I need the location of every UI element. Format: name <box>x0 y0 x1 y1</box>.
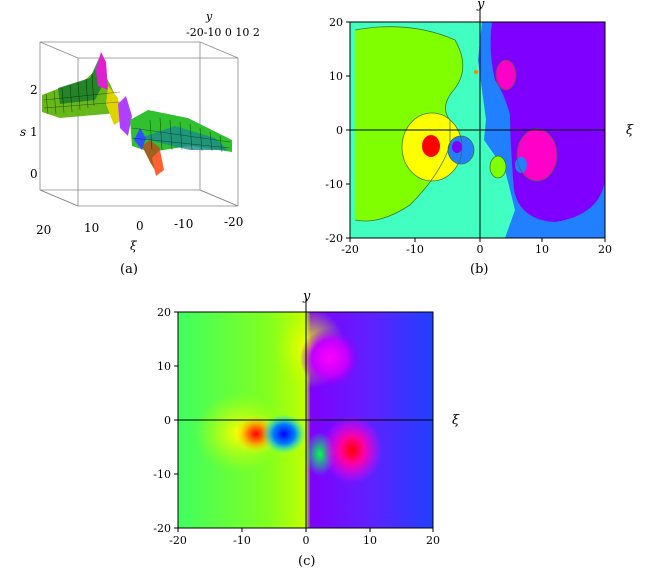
z-tick: 1 <box>30 125 38 139</box>
density-plot: -20 -10 0 10 20 20 10 0 -10 -20 ξ y <box>153 289 460 547</box>
y-axis: -20-10 0 10 20 y <box>186 10 267 39</box>
x-tick: -10 <box>406 243 424 256</box>
contour-lines <box>354 26 558 222</box>
z-axis: 2 1 0 s <box>20 83 38 181</box>
y-axis-label: y <box>476 0 485 12</box>
z-tick: 2 <box>30 83 38 97</box>
y-tick: -10 <box>325 178 343 191</box>
x-tick: 0 <box>303 534 310 547</box>
x-tick: 10 <box>363 534 377 547</box>
x-tick: 20 <box>426 534 440 547</box>
contour-plot: -20 -10 0 10 20 20 10 0 -10 -20 ξ y <box>325 0 634 256</box>
y-tick: -20 <box>325 232 343 245</box>
x-axis-label: ξ <box>452 413 460 428</box>
y-tick: -10 <box>153 468 171 481</box>
xi-tick: 0 <box>136 219 144 233</box>
panel-b: -20 -10 0 10 20 20 10 0 -10 -20 ξ y (b) <box>300 0 650 285</box>
caption-a: (a) <box>120 262 138 277</box>
xi-axis-label: ξ <box>130 239 138 253</box>
y-tick: 0 <box>336 124 343 137</box>
x-tick-labels: -20 -10 0 10 20 <box>341 243 612 256</box>
xi-tick: -20 <box>224 215 243 229</box>
x-tick: -20 <box>169 534 187 547</box>
tick-marks <box>346 21 606 242</box>
x-tick: 10 <box>535 243 549 256</box>
y-tick-labels: 20 10 0 -10 -20 <box>153 306 171 535</box>
panel-a: 2 1 0 s 20 10 0 -10 -20 ξ -20-10 0 10 20… <box>0 0 267 285</box>
z-axis-label: s <box>20 125 26 139</box>
x-tick: -10 <box>233 534 251 547</box>
surface-mesh <box>42 52 232 176</box>
y-tick: 20 <box>157 306 171 319</box>
xi-tick: -10 <box>174 217 193 231</box>
panel-c: -20 -10 0 10 20 20 10 0 -10 -20 ξ y (c) <box>130 288 490 578</box>
y-tick-labels: 20 10 0 -10 -20 <box>325 16 343 245</box>
y-tick: 10 <box>157 360 171 373</box>
x-axis-label: ξ <box>626 123 634 138</box>
x-tick: 0 <box>477 243 484 256</box>
x-tick: -20 <box>341 243 359 256</box>
y-tick: 10 <box>329 70 343 83</box>
z-tick: 0 <box>30 167 38 181</box>
caption-c: (c) <box>298 554 316 569</box>
y-tick: 0 <box>164 414 171 427</box>
y-axis-label: y <box>205 10 213 23</box>
xi-tick: 10 <box>84 221 99 235</box>
tick-marks <box>174 311 434 532</box>
surface-plot-3d: 2 1 0 s 20 10 0 -10 -20 ξ -20-10 0 10 20… <box>20 10 267 253</box>
y-ticks: -20-10 0 10 20 <box>186 26 260 39</box>
x-tick-labels: -20 -10 0 10 20 <box>169 534 440 547</box>
x-tick: 20 <box>598 243 612 256</box>
xi-tick: 20 <box>36 223 51 237</box>
surface-gridlines <box>43 73 231 153</box>
y-tick: -20 <box>153 522 171 535</box>
xi-axis: 20 10 0 -10 -20 ξ <box>36 215 243 253</box>
y-tick: 20 <box>329 16 343 29</box>
caption-b: (b) <box>470 262 489 277</box>
y-axis-label: y <box>302 289 311 304</box>
